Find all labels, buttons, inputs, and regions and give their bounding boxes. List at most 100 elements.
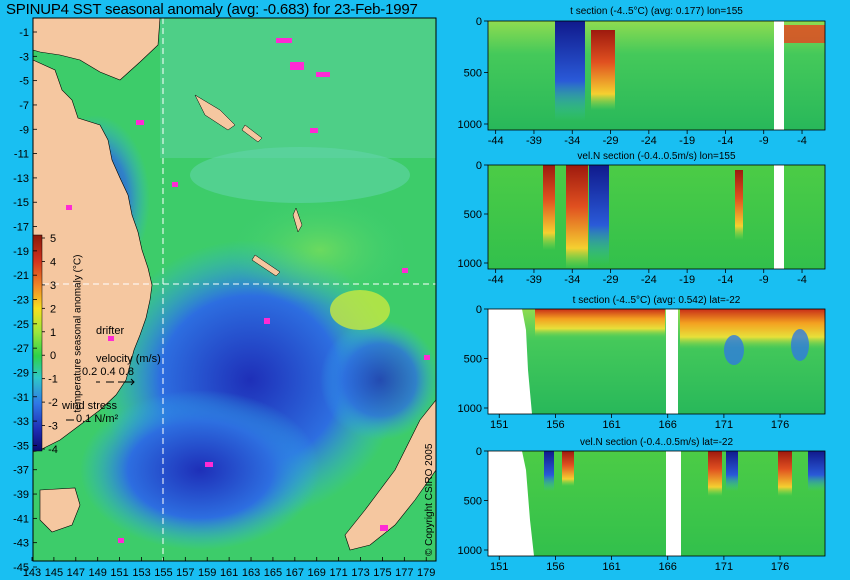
map-cool-band — [190, 147, 410, 203]
map-lat-tick-label: -45 — [13, 562, 29, 574]
map-lat-tick-label: -9 — [19, 124, 29, 136]
map-lat-tick-label: -41 — [13, 513, 29, 525]
section-x-tick-label: 151 — [490, 419, 508, 431]
section-x-tick-label: -9 — [759, 274, 769, 286]
map-lat-tick-label: -29 — [13, 367, 29, 379]
panel-frame — [487, 164, 826, 270]
colorbar-tick-label: 1 — [50, 327, 56, 339]
section-x-tick-label: 156 — [546, 561, 564, 573]
panel-t-section-lat[interactable] — [487, 308, 826, 415]
land-region — [488, 451, 534, 556]
section-y-tick-label: 500 — [464, 496, 482, 508]
map-lat-tick-label: -35 — [13, 440, 29, 452]
map-lon-tick-label: 159 — [198, 567, 216, 579]
section-y-tick-label: 0 — [476, 304, 482, 316]
map-lon-tick-label: 153 — [132, 567, 150, 579]
section-x-tick-label: -44 — [488, 135, 504, 147]
north-flow-column — [543, 165, 555, 250]
map-lat-tick-label: -33 — [13, 416, 29, 428]
map-lat-tick-label: -39 — [13, 489, 29, 501]
north-flow-column — [778, 451, 792, 496]
map-cold-anomaly — [320, 320, 440, 440]
north-flow-column — [735, 170, 743, 240]
map-lon-tick-label: 177 — [395, 567, 413, 579]
panel-frame — [487, 20, 826, 131]
map-lon-tick-label: 169 — [308, 567, 326, 579]
section-x-tick-label: -24 — [641, 274, 657, 286]
tasmania-landmass — [39, 487, 81, 533]
sst-map[interactable] — [32, 17, 440, 562]
map-lon-tick-label: 147 — [67, 567, 85, 579]
section-x-tick-label: 166 — [659, 419, 677, 431]
south-flow-column — [726, 451, 738, 491]
section-x-tick-label: -29 — [603, 274, 619, 286]
section-x-tick-label: -19 — [679, 274, 695, 286]
colorbar-tick-label: -3 — [48, 421, 58, 433]
colorbar-tick-label: -4 — [48, 444, 58, 456]
section-x-tick-label: 161 — [602, 561, 620, 573]
colorbar-tick-label: 0 — [50, 350, 56, 362]
map-lat-tick-label: -11 — [14, 149, 29, 161]
map-lon-tick-label: 161 — [220, 567, 238, 579]
solomon-islands — [241, 124, 263, 143]
map-lon-tick-label: 145 — [45, 567, 63, 579]
map-lat-tick-label: -43 — [13, 538, 29, 550]
section-x-tick-label: -34 — [564, 135, 580, 147]
colorbar-tick-label: -1 — [48, 374, 58, 386]
warm-column — [591, 30, 615, 110]
legend-velocity-values: 0.2 0.4 0.8 — [82, 366, 134, 378]
new-caledonia — [251, 254, 281, 277]
section-y-tick-label: 0 — [476, 160, 482, 172]
section-x-tick-label: -14 — [717, 135, 733, 147]
panel-vel-section-lon[interactable] — [487, 164, 826, 270]
cold-column — [555, 21, 585, 121]
colorbar-tick-label: 5 — [50, 233, 56, 245]
colorbar-tick-label: -2 — [48, 397, 58, 409]
section-x-tick-label: 176 — [771, 561, 789, 573]
land-gap — [666, 309, 678, 414]
map-lat-tick-label: -13 — [13, 173, 29, 185]
land-gap — [774, 21, 784, 130]
map-lon-tick-label: 163 — [242, 567, 260, 579]
section-x-tick-label: 166 — [659, 561, 677, 573]
panel-frame — [487, 308, 826, 415]
section-x-tick-label: 151 — [490, 561, 508, 573]
panel-plot-area — [488, 21, 825, 130]
map-lon-tick-label: 157 — [176, 567, 194, 579]
map-lat-tick-label: -19 — [13, 246, 29, 258]
colorbar-title: temperature seasonal anomaly (°C) — [72, 254, 84, 413]
section-x-tick-label: 176 — [771, 419, 789, 431]
map-lat-tick-label: -17 — [13, 222, 29, 234]
colorbar — [32, 234, 43, 452]
panel-vel-section-lat[interactable] — [487, 450, 826, 557]
section-x-tick-label: 156 — [546, 419, 564, 431]
cold-eddy — [724, 335, 744, 365]
panel-title-4: vel.N section (-0.4..0.5m/s) lat=-22 — [579, 437, 734, 448]
south-flow-column — [544, 451, 554, 491]
section-x-tick-label: -34 — [564, 274, 580, 286]
section-y-tick-label: 1000 — [458, 258, 482, 270]
velocity-legend-arrows — [96, 378, 135, 386]
colorbar-tick-label: 2 — [50, 303, 56, 315]
warm-surface-patch — [780, 25, 825, 43]
solomon-islands — [194, 94, 236, 131]
axes-layer: -1-3-5-7-9-11-13-15-17-19-21-23-25-27-29… — [13, 16, 807, 579]
colorbar-tick-label: 3 — [50, 280, 56, 292]
legend-wind-value: 0.1 N/m² — [76, 413, 119, 425]
section-y-tick-label: 500 — [464, 354, 482, 366]
map-lon-tick-label: 179 — [417, 567, 435, 579]
panel-t-section-lon[interactable] — [487, 20, 826, 131]
land-gap — [666, 451, 681, 556]
north-flow-column — [708, 451, 722, 496]
map-lat-tick-label: -27 — [13, 343, 29, 355]
map-lat-tick-label: -3 — [19, 51, 29, 63]
north-flow-column — [566, 165, 588, 269]
map-lat-tick-label: -37 — [13, 465, 29, 477]
map-lon-tick-label: 165 — [264, 567, 282, 579]
panel-title-3: t section (-4..5°C) (avg: 0.542) lat=-22 — [572, 295, 741, 306]
section-y-tick-label: 0 — [476, 446, 482, 458]
section-x-tick-label: -39 — [526, 135, 542, 147]
cold-eddy — [791, 329, 809, 361]
map-lat-tick-label: -1 — [19, 27, 29, 39]
